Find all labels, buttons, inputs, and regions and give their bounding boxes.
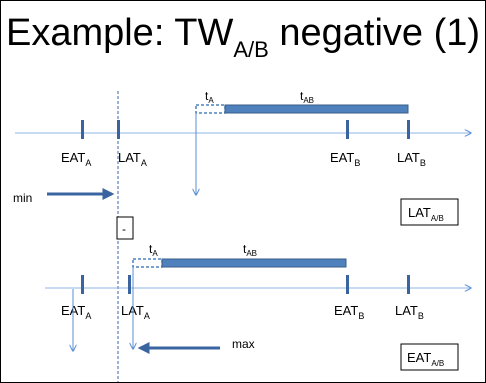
top-bar-ta (195, 104, 226, 114)
top-tick-lat-b (407, 120, 410, 139)
top-label-lat-a: LATA (118, 150, 147, 168)
slide-title: Example: TWA/B negative (1) (1, 7, 485, 76)
bottom-bar-tab (161, 258, 347, 268)
title-suffix: negative (1) (268, 12, 481, 54)
diff-box-label: - (122, 222, 126, 236)
top-bar-tab (224, 104, 409, 114)
top-tick-lat-a (117, 120, 120, 139)
top-tick-eat-b (346, 120, 349, 139)
bottom-label-lat-a: LATA (121, 303, 150, 321)
top-label-lat-b: LATB (397, 150, 426, 168)
bottom-bar-label-ta: tA (149, 242, 158, 258)
top-bar-label-ta: tA (205, 89, 214, 105)
result-box-eat-ab (400, 343, 459, 371)
bottom-label-eat-a: EATA (61, 303, 91, 321)
max-label: max (232, 337, 255, 351)
top-bar-label-tab: tAB (300, 89, 314, 105)
bottom-label-lat-b: LATB (395, 303, 424, 321)
diff-box (116, 216, 134, 240)
result-label-lat-ab: LATA/B (408, 205, 444, 223)
top-label-eat-a: EATA (61, 150, 91, 168)
bottom-tick-eat-b (346, 275, 349, 294)
title-prefix: Example: TW (5, 12, 234, 54)
min-label: min (13, 191, 32, 205)
result-box-lat-ab (400, 198, 459, 226)
top-tick-eat-a (81, 120, 84, 139)
bottom-tick-lat-a (128, 275, 131, 294)
top-label-eat-b: EATB (330, 150, 360, 168)
bottom-bar-label-tab: tAB (243, 242, 257, 258)
bottom-bar-ta (132, 258, 163, 268)
bottom-label-eat-b: EATB (334, 303, 364, 321)
bottom-tick-eat-a (81, 275, 84, 294)
bottom-tick-lat-b (407, 275, 410, 294)
result-label-eat-ab: EATA/B (407, 350, 444, 368)
title-subscript: A/B (233, 37, 269, 62)
